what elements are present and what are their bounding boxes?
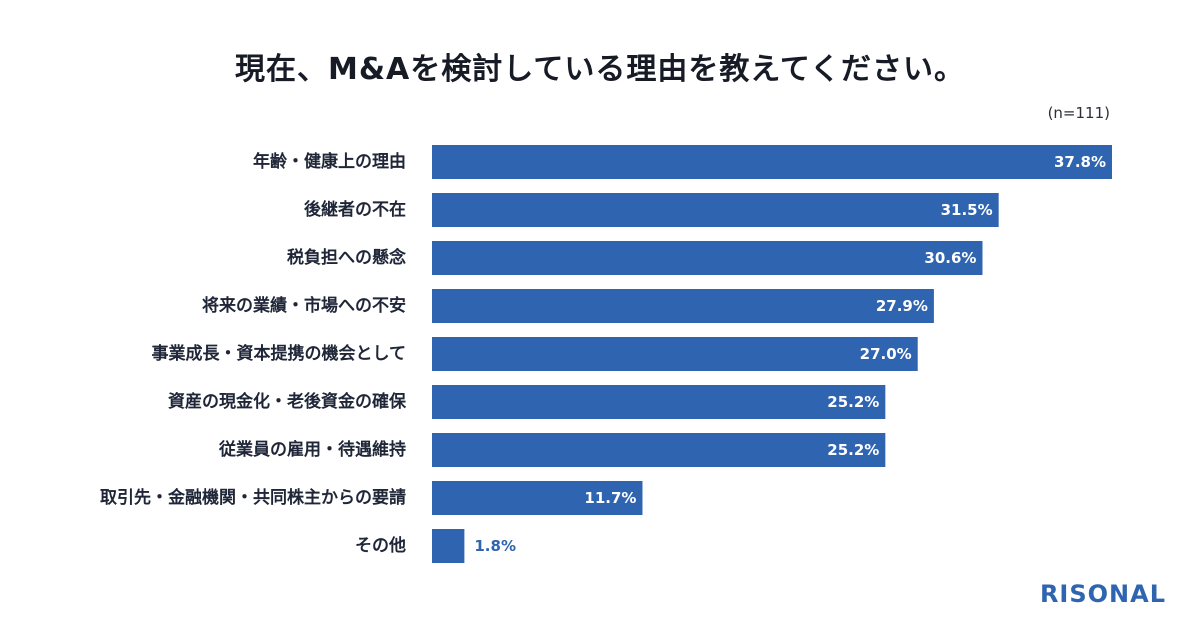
sample-size-label: (n=111) xyxy=(1047,104,1110,122)
category-label: 年齢・健康上の理由 xyxy=(253,151,406,172)
category-label: 将来の業績・市場への不安 xyxy=(202,295,406,316)
data-label: 37.8% xyxy=(1054,153,1106,171)
data-label: 31.5% xyxy=(941,201,993,219)
bar xyxy=(432,145,1112,179)
bar xyxy=(432,385,886,419)
chart-title: 現在、M&Aを検討している理由を教えてください。 xyxy=(235,52,965,87)
bar xyxy=(432,289,934,323)
bar-row: 将来の業績・市場への不安 27.9% xyxy=(202,289,934,323)
data-label: 27.9% xyxy=(876,297,928,315)
risonal-logo: RISONAL xyxy=(1039,580,1166,608)
bar-row: 後継者の不在 31.5% xyxy=(304,193,999,227)
bar-row: 事業成長・資本提携の機会として 27.0% xyxy=(152,337,918,371)
bar-row: 従業員の雇用・待遇維持 25.2% xyxy=(218,433,886,467)
data-label: 27.0% xyxy=(860,345,912,363)
bar-row: 資産の現金化・老後資金の確保 25.2% xyxy=(168,385,886,419)
bar xyxy=(432,433,886,467)
data-label: 30.6% xyxy=(924,249,976,267)
data-label: 11.7% xyxy=(584,489,636,507)
bar-row: 年齢・健康上の理由 37.8% xyxy=(253,145,1112,179)
category-label: 事業成長・資本提携の機会として xyxy=(152,343,407,364)
category-label: 税負担への懸念 xyxy=(287,247,406,268)
data-label: 25.2% xyxy=(827,393,879,411)
bar xyxy=(432,241,983,275)
category-label: その他 xyxy=(355,535,406,556)
bar-row: 取引先・金融機関・共同株主からの要請 11.7% xyxy=(100,481,643,515)
category-label: 取引先・金融機関・共同株主からの要請 xyxy=(100,487,406,508)
data-label: 25.2% xyxy=(827,441,879,459)
bar xyxy=(432,193,999,227)
bar xyxy=(432,337,918,371)
bar xyxy=(432,529,465,563)
bar-row: 税負担への懸念 30.6% xyxy=(287,241,983,275)
category-label: 従業員の雇用・待遇維持 xyxy=(218,439,406,460)
category-label: 後継者の不在 xyxy=(304,199,406,220)
category-label: 資産の現金化・老後資金の確保 xyxy=(168,391,407,412)
bar xyxy=(432,481,643,515)
bar-row: その他 1.8% xyxy=(355,529,516,563)
data-label: 1.8% xyxy=(474,537,516,555)
